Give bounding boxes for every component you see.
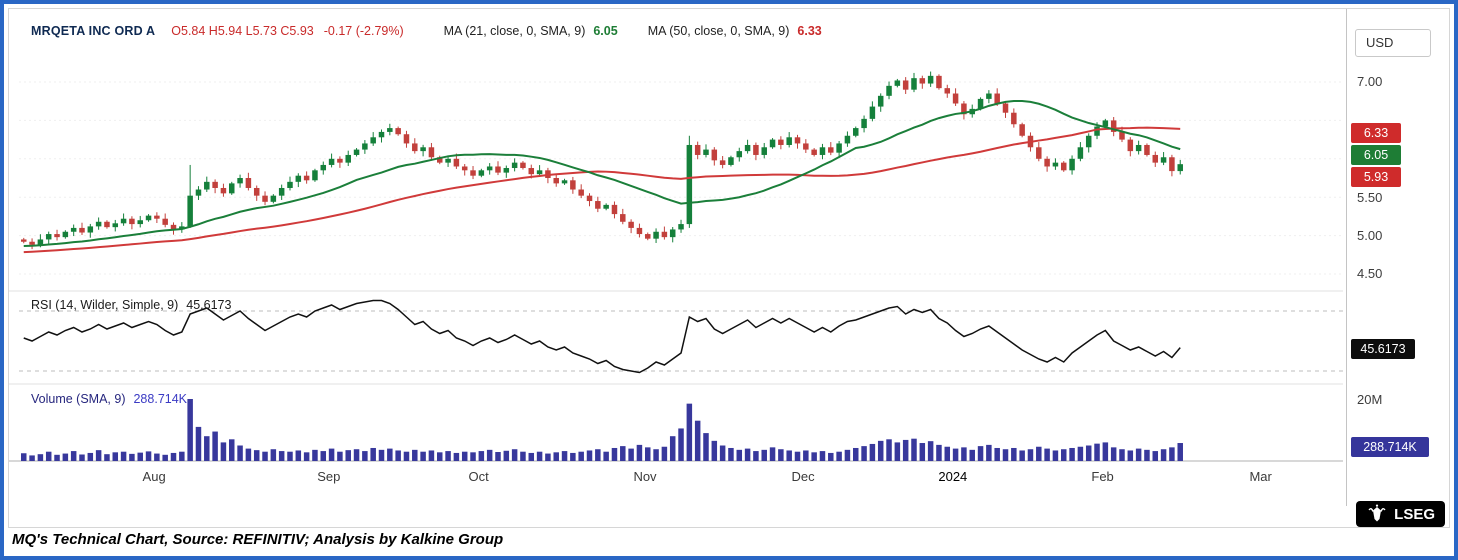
instrument-name: MRQETA INC ORD A xyxy=(31,24,156,38)
x-axis-label: Mar xyxy=(1249,469,1272,484)
ma50-price-badge: 6.33 xyxy=(1351,123,1401,143)
chart-legend: MRQETA INC ORD A O5.84 H5.94 L5.73 C5.93… xyxy=(31,24,822,38)
chart-widget: MRQETA INC ORD A O5.84 H5.94 L5.73 C5.93… xyxy=(8,8,1450,528)
price-axis-label: 5.00 xyxy=(1357,228,1383,243)
ma50-legend-label[interactable]: MA (50, close, 0, SMA, 9) xyxy=(647,24,790,38)
rsi-pane-label: RSI (14, Wilder, Simple, 9) 45.6173 xyxy=(31,298,231,312)
caption-text: MQ's Technical Chart, Source: REFINITIV;… xyxy=(12,531,504,548)
change-readout: -0.17 (-2.79%) xyxy=(323,24,404,38)
x-axis-label: Dec xyxy=(791,469,815,484)
ma21-legend-value: 6.05 xyxy=(593,24,618,38)
x-axis: Aug Sep Oct Nov Dec 2024 Feb Mar xyxy=(9,469,1343,489)
ma21-price-badge: 6.05 xyxy=(1351,145,1401,165)
chart-canvas[interactable] xyxy=(9,9,1343,525)
ohlc-readout: O5.84 H5.94 L5.73 C5.93 xyxy=(171,24,314,38)
x-axis-label: Aug xyxy=(142,469,166,484)
lseg-logo-text: LSEG xyxy=(1394,505,1435,523)
volume-sma-badge: 288.714K xyxy=(1351,437,1429,457)
rsi-inline-value: 45.6173 xyxy=(186,298,232,312)
volume-indicator-label[interactable]: Volume (SMA, 9) xyxy=(31,392,126,406)
rsi-value-badge: 45.6173 xyxy=(1351,339,1415,359)
price-axis-label: 5.50 xyxy=(1357,190,1383,205)
ma21-legend-label[interactable]: MA (21, close, 0, SMA, 9) xyxy=(443,24,586,38)
ma50-legend-value: 6.33 xyxy=(797,24,822,38)
price-axis-gutter: USD 7.00 5.50 5.00 4.50 6.33 6.05 5.93 4… xyxy=(1346,9,1449,506)
volume-axis-label: 20M xyxy=(1357,392,1383,407)
x-axis-label: Nov xyxy=(633,469,657,484)
volume-inline-value: 288.714K xyxy=(133,392,188,406)
price-axis-label: 4.50 xyxy=(1357,266,1383,281)
volume-pane-label: Volume (SMA, 9) 288.714K xyxy=(31,392,187,406)
currency-label: USD xyxy=(1366,35,1394,50)
x-axis-label: Oct xyxy=(468,469,489,484)
lseg-logo: LSEG xyxy=(1356,501,1445,527)
price-axis-label: 7.00 xyxy=(1357,74,1383,89)
x-axis-label: Feb xyxy=(1091,469,1114,484)
x-axis-label: 2024 xyxy=(938,469,968,484)
x-axis-label: Sep xyxy=(317,469,341,484)
currency-selector[interactable]: USD xyxy=(1355,29,1431,57)
rsi-indicator-label[interactable]: RSI (14, Wilder, Simple, 9) xyxy=(31,298,179,312)
last-price-badge: 5.93 xyxy=(1351,167,1401,187)
lseg-crest-icon xyxy=(1368,504,1386,522)
